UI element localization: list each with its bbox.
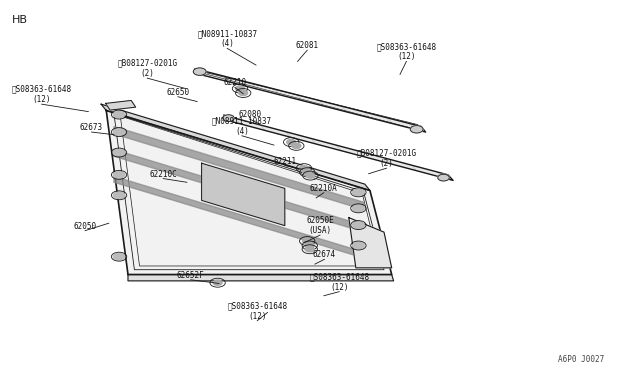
Circle shape (193, 68, 206, 75)
Polygon shape (224, 115, 453, 180)
Text: 62080: 62080 (238, 110, 261, 119)
Polygon shape (114, 176, 364, 258)
Polygon shape (195, 69, 426, 132)
Text: 62674: 62674 (313, 250, 336, 259)
Text: ⓃN08911-10837
(4): ⓃN08911-10837 (4) (197, 29, 257, 48)
Polygon shape (114, 150, 364, 232)
Polygon shape (202, 163, 285, 226)
Polygon shape (128, 275, 394, 281)
Circle shape (287, 140, 296, 145)
Circle shape (236, 86, 244, 91)
Text: ⒷB08127-0201G
(2): ⒷB08127-0201G (2) (117, 59, 177, 78)
Circle shape (353, 189, 364, 196)
Circle shape (410, 125, 423, 133)
Polygon shape (114, 126, 364, 210)
Circle shape (292, 143, 301, 148)
Circle shape (438, 174, 449, 181)
Text: ⓈS08363-61648
(12): ⓈS08363-61648 (12) (227, 301, 287, 321)
Circle shape (303, 238, 312, 244)
Circle shape (303, 170, 312, 175)
Text: 62050E
(USA): 62050E (USA) (306, 216, 334, 235)
Text: A6P0 J0027: A6P0 J0027 (558, 355, 604, 364)
Circle shape (305, 243, 314, 248)
Circle shape (353, 242, 364, 249)
Circle shape (353, 222, 364, 228)
Polygon shape (349, 218, 392, 268)
Text: ⒷB08127-0201G
(2): ⒷB08127-0201G (2) (356, 149, 417, 168)
Circle shape (353, 205, 364, 212)
Circle shape (306, 173, 315, 178)
Circle shape (239, 90, 248, 96)
Text: ⓃN08911-10837
(4): ⓃN08911-10837 (4) (212, 116, 272, 136)
Text: 62050: 62050 (74, 222, 97, 231)
Text: 62210: 62210 (223, 78, 246, 87)
Text: 62652F: 62652F (177, 271, 205, 280)
Polygon shape (106, 110, 392, 275)
Circle shape (113, 171, 125, 178)
Text: 62210C: 62210C (149, 170, 177, 179)
Circle shape (300, 166, 308, 171)
Text: 62210A: 62210A (310, 184, 338, 193)
Circle shape (305, 247, 314, 252)
Text: ⓈS08363-61648
(12): ⓈS08363-61648 (12) (376, 42, 436, 61)
Text: HB: HB (12, 15, 28, 25)
Text: ⓈS08363-61648
(12): ⓈS08363-61648 (12) (12, 85, 72, 104)
Circle shape (223, 115, 234, 122)
Text: 62650: 62650 (166, 88, 189, 97)
Text: 62211: 62211 (273, 157, 296, 166)
Circle shape (113, 149, 125, 156)
Circle shape (113, 192, 125, 199)
Circle shape (113, 129, 125, 135)
Text: 62673: 62673 (80, 123, 103, 132)
Polygon shape (101, 104, 370, 190)
Circle shape (213, 280, 222, 285)
Circle shape (113, 253, 125, 260)
Circle shape (113, 111, 125, 118)
Text: 62081: 62081 (296, 41, 319, 50)
Polygon shape (106, 100, 136, 110)
Text: ⓈS08363-61648
(12): ⓈS08363-61648 (12) (309, 272, 369, 292)
